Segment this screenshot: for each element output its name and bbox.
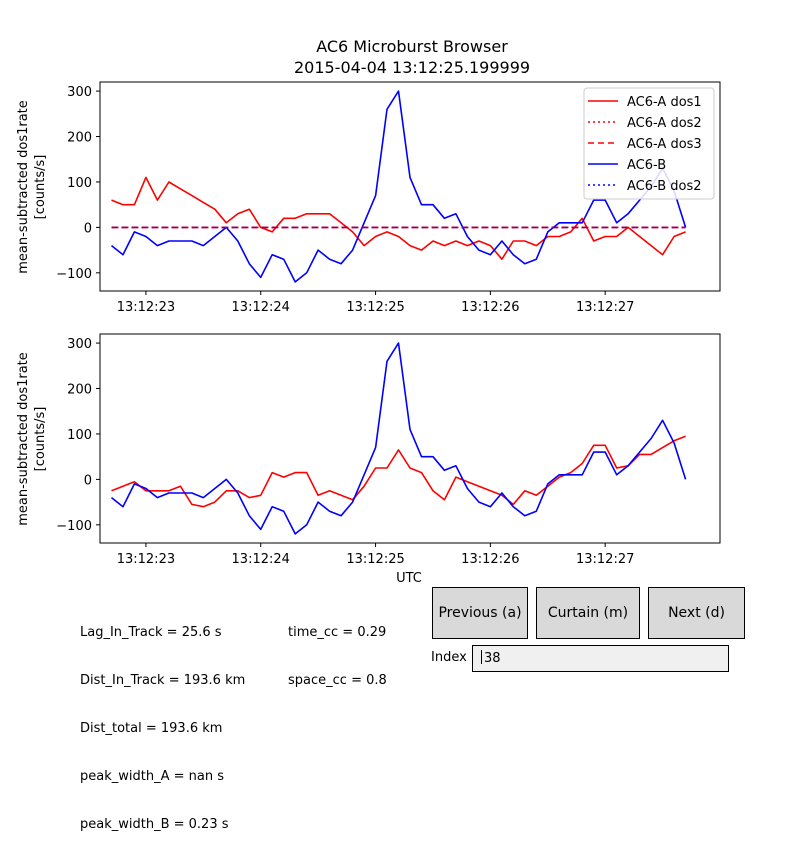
stat-time-cc: time_cc = 0.29 — [288, 625, 387, 640]
bottom-panel: mean-subtracted dos1rate [counts/s] 13:1… — [16, 333, 721, 567]
bottom-y-tick-label: 200 — [67, 383, 92, 398]
legend-entry: AC6-A dos3 — [627, 137, 702, 152]
bottom-y-tick-label: 100 — [67, 428, 92, 443]
top-x-tick-label: 13:12:23 — [117, 300, 175, 315]
legend-entry: AC6-B dos2 — [627, 179, 702, 194]
top-x-tick-label: 13:12:25 — [346, 300, 404, 315]
top-y-tick-label: −100 — [56, 267, 92, 282]
text-caret — [481, 650, 482, 664]
x-axis-label: UTC — [396, 571, 422, 586]
bottom-x-tick-label: 13:12:26 — [461, 552, 519, 567]
bottom-y-tick-label: 300 — [67, 337, 92, 352]
top-y-label-line2: [counts/s] — [33, 155, 48, 220]
chart-title-line1: AC6 Microburst Browser — [316, 37, 508, 56]
bottom-x-tick-label: 13:12:27 — [576, 552, 634, 567]
stat-lag-in-track: Lag_In_Track = 25.6 s — [80, 625, 222, 640]
top-axes-frame — [99, 81, 721, 292]
bottom-series-ac6-b — [111, 342, 687, 535]
top-series-ac6-b — [111, 90, 687, 283]
bottom-x-tick-label: 13:12:23 — [117, 552, 175, 567]
index-input[interactable]: 38 — [472, 645, 729, 672]
bottom-y-tick-label: 0 — [84, 473, 92, 488]
figure-canvas: AC6 Microburst Browser 2015-04-04 13:12:… — [16, 37, 721, 586]
curtain-button[interactable]: Curtain (m) — [536, 587, 640, 639]
stat-peak-width-b: peak_width_B = 0.23 s — [80, 817, 229, 832]
stat-dist-in-track: Dist_In_Track = 193.6 km — [80, 673, 246, 688]
top-y-label-line1: mean-subtracted dos1rate — [16, 100, 31, 274]
bottom-y-tick-label: −100 — [56, 519, 92, 534]
index-value: 38 — [484, 651, 501, 666]
top-y-tick-label: 200 — [67, 131, 92, 146]
stat-dist-total: Dist_total = 193.6 km — [80, 721, 223, 736]
bottom-series-ac6-a — [111, 435, 686, 508]
legend-entry: AC6-A dos2 — [627, 116, 702, 131]
stats-right: time_cc = 0.29 space_cc = 0.8 — [288, 593, 387, 705]
legend-entry: AC6-A dos1 — [627, 95, 702, 110]
top-panel: mean-subtracted dos1rate [counts/s] 13:1… — [16, 81, 721, 315]
legend-frame — [583, 87, 715, 200]
top-x-tick-label: 13:12:24 — [232, 300, 290, 315]
chart-title-line2: 2015-04-04 13:12:25.199999 — [294, 58, 530, 77]
top-y-tick-label: 300 — [67, 85, 92, 100]
stat-space-cc: space_cc = 0.8 — [288, 673, 387, 688]
bottom-y-label-line2: [counts/s] — [33, 407, 48, 472]
previous-button[interactable]: Previous (a) — [432, 587, 528, 639]
bottom-x-tick-label: 13:12:24 — [232, 552, 290, 567]
index-label: Index — [431, 650, 467, 665]
top-y-tick-label: 100 — [67, 176, 92, 191]
top-x-tick-label: 13:12:27 — [576, 300, 634, 315]
stats-left: Lag_In_Track = 25.6 s Dist_In_Track = 19… — [80, 593, 245, 849]
top-x-tick-label: 13:12:26 — [461, 300, 519, 315]
bottom-y-label-line1: mean-subtracted dos1rate — [16, 352, 31, 526]
top-series-ac6-a-dos1 — [111, 176, 686, 261]
top-y-tick-label: 0 — [84, 221, 92, 236]
stat-peak-width-a: peak_width_A = nan s — [80, 769, 224, 784]
bottom-axes-frame — [99, 333, 721, 544]
legend-entry: AC6-B — [627, 158, 666, 173]
top-legend: AC6-A dos1 AC6-A dos2 AC6-A dos3 AC6-B AC6-B… — [583, 87, 715, 200]
next-button[interactable]: Next (d) — [648, 587, 745, 639]
bottom-x-tick-label: 13:12:25 — [346, 552, 404, 567]
